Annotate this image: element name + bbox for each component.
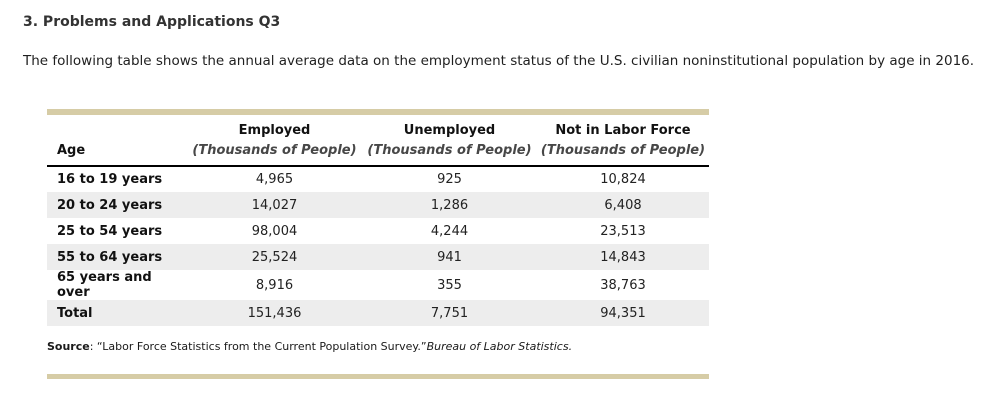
table-row-total: Total 151,436 7,751 94,351 (47, 300, 709, 326)
cell-employed: 151,436 (247, 305, 302, 321)
cell-employed: 8,916 (255, 277, 294, 293)
cell-not-in-labor-force: 38,763 (600, 277, 646, 293)
cell-unemployed: 925 (437, 172, 462, 187)
intro-text: The following table shows the annual ave… (23, 53, 975, 69)
cell-age: 20 to 24 years (57, 197, 163, 213)
cell-not-in-labor-force: 6,408 (604, 197, 642, 213)
cell-unemployed: 1,286 (430, 197, 469, 213)
cell-not-in-labor-force: 23,513 (600, 223, 646, 239)
cell-unemployed: 7,751 (430, 305, 469, 321)
cell-employed: 14,027 (251, 197, 298, 213)
column-header-not-in-labor-force: Not in Labor Force (555, 123, 691, 138)
table-row: 25 to 54 years 98,004 4,244 23,513 (47, 218, 709, 244)
table-header: Employed Unemployed Not in Labor Force A… (47, 115, 709, 166)
cell-age: 55 to 64 years (57, 249, 163, 265)
column-header-employed: Employed (238, 123, 311, 138)
exhibit-bottom-rule (47, 374, 709, 379)
source-label: Source (47, 340, 90, 353)
cell-employed: 4,965 (255, 172, 294, 187)
cell-age: 65 years and over (57, 270, 152, 300)
cell-unemployed: 941 (437, 249, 462, 265)
header-spacer (47, 115, 187, 138)
source-text: : “Labor Force Statistics from the Curre… (89, 340, 427, 353)
cell-employed: 98,004 (251, 223, 298, 239)
cell-not-in-labor-force: 10,824 (600, 172, 646, 187)
source-citation: Bureau of Labor Statistics. (426, 340, 573, 353)
cell-not-in-labor-force: 14,843 (600, 249, 646, 265)
cell-age: Total (57, 305, 93, 321)
table-row: 16 to 19 years 4,965 925 10,824 (47, 166, 709, 192)
employment-status-table: Employed Unemployed Not in Labor Force A… (47, 115, 709, 326)
employment-status-exhibit: Employed Unemployed Not in Labor Force A… (47, 109, 709, 326)
unit-label-unemployed: (Thousands of People) (367, 143, 532, 158)
unit-label-employed: (Thousands of People) (192, 143, 357, 158)
cell-not-in-labor-force: 94,351 (600, 305, 646, 321)
table-row: 20 to 24 years 14,027 1,286 6,408 (47, 192, 709, 218)
cell-age: 16 to 19 years (57, 172, 163, 187)
unit-label-not-in-labor-force: (Thousands of People) (540, 143, 706, 158)
table-row: 65 years and over 8,916 355 38,763 (47, 270, 709, 300)
page-title: 3. Problems and Applications Q3 (23, 14, 281, 30)
source-note: Source: “Labor Force Statistics from the… (47, 340, 572, 353)
exhibit-top-rule (47, 109, 709, 115)
cell-age: 25 to 54 years (57, 223, 163, 239)
table-row: 55 to 64 years 25,524 941 14,843 (47, 244, 709, 270)
cell-unemployed: 4,244 (430, 223, 469, 239)
cell-employed: 25,524 (251, 249, 298, 265)
cell-unemployed: 355 (437, 277, 462, 293)
column-header-unemployed: Unemployed (403, 123, 496, 138)
column-header-age: Age (57, 143, 86, 158)
